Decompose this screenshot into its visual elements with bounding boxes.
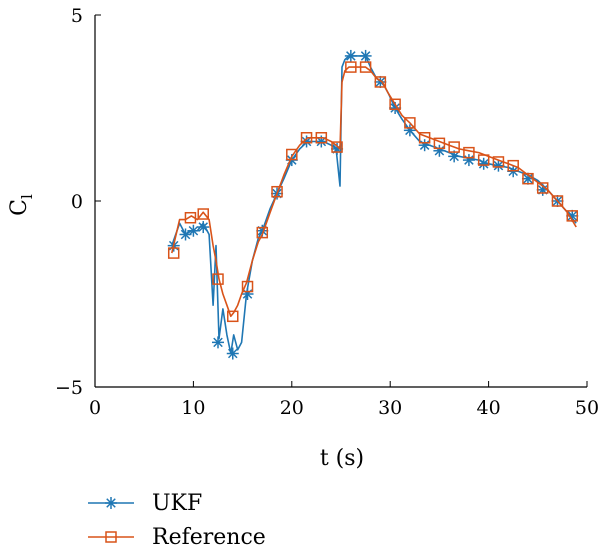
legend: UKF Reference xyxy=(88,491,266,550)
data-point-reference xyxy=(433,137,446,150)
data-point-reference xyxy=(197,208,209,220)
data-point-reference xyxy=(241,280,254,293)
x-tick-label: 0 xyxy=(89,397,101,419)
data-point-reference xyxy=(271,185,283,198)
x-axis-title: t (s) xyxy=(320,446,364,471)
data-point-reference xyxy=(256,226,269,239)
data-point-ukf xyxy=(197,221,210,234)
series-line-reference xyxy=(171,66,577,318)
y-tick-label: −5 xyxy=(55,377,83,399)
legend-label-ukf: UKF xyxy=(152,491,202,516)
data-point-reference xyxy=(227,310,239,323)
legend-marker-reference xyxy=(105,531,117,543)
data-point-reference xyxy=(374,76,387,88)
x-tick-label: 40 xyxy=(477,397,501,419)
data-point-reference xyxy=(331,141,343,153)
data-point-reference xyxy=(463,146,475,159)
data-point-ukf xyxy=(359,49,372,62)
data-point-reference xyxy=(167,247,180,259)
y-axis-title-main: C xyxy=(7,199,32,216)
data-point-reference xyxy=(389,98,401,111)
data-point-ukf xyxy=(331,142,344,155)
data-point-reference xyxy=(448,141,460,153)
data-point-reference xyxy=(212,273,224,285)
series-layer xyxy=(167,49,579,360)
data-point-reference xyxy=(359,61,372,73)
legend-label-reference: Reference xyxy=(152,525,266,550)
data-point-ukf xyxy=(433,144,446,157)
x-tick-label: 30 xyxy=(378,397,402,419)
data-point-reference xyxy=(345,61,357,73)
data-point-reference xyxy=(507,159,519,172)
data-point-ukf xyxy=(403,124,416,137)
data-point-reference xyxy=(536,182,549,194)
x-tick-label: 20 xyxy=(280,397,304,419)
data-point-reference xyxy=(551,195,564,207)
y-tick-label: 5 xyxy=(71,5,83,27)
x-tick-label: 50 xyxy=(575,397,599,419)
data-point-ukf xyxy=(187,224,200,237)
data-point-ukf xyxy=(212,336,224,349)
data-point-reference xyxy=(477,154,490,166)
data-point-reference xyxy=(404,117,416,129)
data-point-ukf xyxy=(462,154,475,167)
legend-marker-ukf xyxy=(105,497,117,509)
data-point-reference xyxy=(286,148,298,161)
data-point-ukf xyxy=(418,139,431,152)
y-tick-label: 0 xyxy=(71,191,83,213)
series-line-ukf xyxy=(171,55,577,355)
plot-area xyxy=(94,15,587,388)
data-point-ukf xyxy=(344,49,357,62)
data-point-ukf xyxy=(477,157,490,170)
y-axis-title-sub: l xyxy=(18,194,36,199)
data-point-reference xyxy=(315,132,328,144)
data-point-reference xyxy=(492,156,505,168)
legend-marker-symbol-reference xyxy=(105,531,117,543)
data-point-reference xyxy=(418,132,431,144)
axis-ticks: 0 10 20 30 40 50 −5 0 5 xyxy=(55,5,599,419)
y-axis-title: Cl xyxy=(7,194,36,216)
data-point-reference xyxy=(522,172,534,185)
data-point-reference xyxy=(566,210,578,222)
data-point-ukf xyxy=(226,347,239,360)
data-point-ukf xyxy=(492,159,505,172)
legend-marker-symbol-ukf xyxy=(105,497,117,509)
data-point-reference xyxy=(300,132,313,144)
legend-item-reference: Reference xyxy=(88,525,266,550)
data-point-reference xyxy=(184,211,197,224)
x-tick-label: 10 xyxy=(181,397,205,419)
legend-item-ukf: UKF xyxy=(88,491,202,516)
